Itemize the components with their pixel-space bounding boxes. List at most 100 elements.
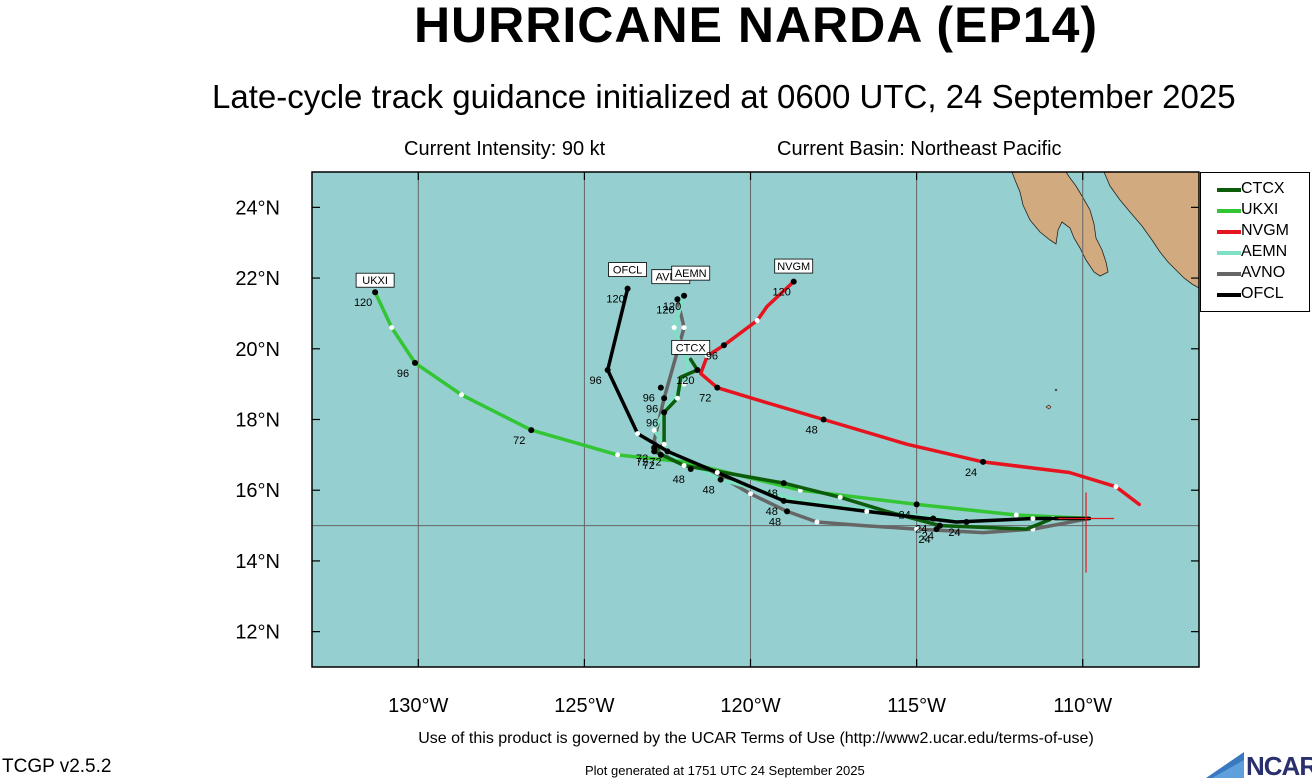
lon-tick-label: 130°W bbox=[388, 695, 448, 717]
forecast-hour-label: 24 bbox=[915, 524, 927, 536]
track-midpoint-ukxi bbox=[615, 452, 621, 458]
forecast-hour-label: 120 bbox=[663, 301, 681, 313]
forecast-point-nvgm bbox=[714, 384, 721, 391]
lon-tick-label: 110°W bbox=[1053, 695, 1112, 717]
track-midpoint-ofcl bbox=[1030, 516, 1036, 521]
forecast-point-ofcl bbox=[604, 367, 611, 373]
track-midpoint-ofcl bbox=[635, 431, 641, 437]
lat-tick-label: 24°N bbox=[235, 197, 280, 219]
current-basin-label: Current Basin: Northeast Pacific bbox=[777, 138, 1062, 160]
track-midpoint-aemn bbox=[651, 427, 657, 433]
legend-label: UKXI bbox=[1241, 201, 1279, 218]
track-midpoint-ofcl bbox=[864, 508, 870, 514]
model-tag-box-nvgm bbox=[774, 258, 814, 274]
forecast-hour-label: 96 bbox=[643, 393, 655, 405]
forecast-point-avno bbox=[674, 296, 681, 303]
model-tag-ofcl: OFCL bbox=[613, 265, 642, 277]
legend-label: AVNO bbox=[1241, 264, 1286, 281]
forecast-point-avno bbox=[661, 395, 668, 402]
forecast-hour-label: 96 bbox=[397, 368, 409, 380]
track-midpoint-avno bbox=[748, 491, 754, 497]
track-midpoint-ctcx bbox=[837, 494, 843, 500]
model-tag-ukxi: UKXI bbox=[362, 275, 388, 287]
track-midpoint-ctcx bbox=[661, 441, 667, 447]
forecast-point-aemn bbox=[681, 292, 688, 299]
lat-tick-label: 16°N bbox=[235, 480, 280, 502]
model-tag-box-ctcx bbox=[671, 339, 711, 355]
version-label: TCGP v2.5.2 bbox=[2, 756, 112, 777]
track-midpoint-ukxi bbox=[458, 392, 464, 398]
forecast-point-ukxi bbox=[687, 466, 694, 472]
forecast-hour-label: 72 bbox=[699, 393, 711, 405]
forecast-hour-label: 48 bbox=[766, 488, 778, 500]
forecast-hour-label: 72 bbox=[513, 435, 525, 447]
model-tag-box-aemn bbox=[671, 265, 711, 281]
track-midpoint-ctcx bbox=[674, 395, 680, 401]
forecast-point-ofcl bbox=[780, 497, 787, 504]
lon-tick-label: 120°W bbox=[720, 695, 780, 717]
forecast-hour-label: 96 bbox=[646, 417, 658, 429]
forecast-hour-label: 24 bbox=[965, 467, 977, 479]
legend-label: OFCL bbox=[1241, 285, 1284, 302]
forecast-hour-label: 72 bbox=[636, 456, 648, 468]
forecast-point-ctcx bbox=[936, 522, 943, 529]
forecast-hour-label: 120 bbox=[354, 297, 372, 309]
generated-timestamp: Plot generated at 1751 UTC 24 September … bbox=[585, 763, 865, 778]
legend-item-ctcx: CTCX bbox=[1215, 179, 1311, 201]
forecast-point-ctcx bbox=[651, 448, 658, 455]
lat-tick-label: 22°N bbox=[235, 268, 280, 290]
model-tag-box-ofcl bbox=[608, 262, 647, 278]
forecast-hour-label: 72 bbox=[643, 460, 655, 472]
forecast-hour-label: 48 bbox=[769, 516, 781, 528]
forecast-point-ofcl bbox=[664, 448, 671, 455]
current-position-marker bbox=[1058, 492, 1115, 573]
forecast-point-nvgm bbox=[820, 416, 827, 423]
track-line-ofcl bbox=[605, 286, 1092, 524]
track-midpoint-aemn bbox=[681, 381, 687, 387]
legend-item-aemn: AEMN bbox=[1215, 242, 1311, 264]
track-midpoint-ofcl bbox=[714, 470, 720, 476]
forecast-point-aemn bbox=[717, 476, 724, 483]
forecast-hour-label: 48 bbox=[805, 425, 817, 437]
model-tracks: 24487296120AVNO24487296120AEMN2448729612… bbox=[354, 258, 1141, 546]
forecast-point-aemn bbox=[657, 384, 664, 391]
map-title: HURRICANE NARDA (EP14) bbox=[413, 0, 1099, 53]
forecast-hour-label: 120 bbox=[606, 294, 624, 306]
track-midpoint-ctcx bbox=[681, 462, 687, 468]
forecast-hour-label: 120 bbox=[656, 304, 674, 316]
current-intensity-label: Current Intensity: 90 kt bbox=[404, 138, 606, 160]
revillagigedo-island bbox=[1045, 404, 1052, 410]
forecast-point-ukxi bbox=[913, 501, 920, 508]
forecast-point-ukxi bbox=[528, 427, 535, 434]
legend-swatch bbox=[1217, 230, 1241, 234]
forecast-hour-label: 96 bbox=[706, 350, 718, 362]
legend-label: CTCX bbox=[1241, 180, 1285, 197]
forecast-hour-label: 96 bbox=[646, 403, 658, 415]
track-midpoint-aemn bbox=[671, 325, 677, 331]
forecast-point-ctcx bbox=[694, 367, 701, 373]
legend-item-nvgm: NVGM bbox=[1215, 221, 1311, 243]
legend-swatch bbox=[1217, 293, 1241, 297]
forecast-point-nvgm bbox=[980, 458, 987, 465]
forecast-hour-label: 24 bbox=[918, 534, 930, 546]
legend-item-ofcl: OFCL bbox=[1215, 284, 1311, 306]
forecast-point-ofcl bbox=[930, 515, 937, 522]
ncar-logo-icon bbox=[1206, 752, 1244, 778]
forecast-point-aemn bbox=[963, 519, 970, 526]
lat-tick-label: 20°N bbox=[235, 339, 280, 361]
forecast-hour-label: 24 bbox=[922, 531, 934, 543]
legend-label: AEMN bbox=[1241, 243, 1288, 260]
ncar-logo-text: NCAR bbox=[1246, 751, 1312, 781]
track-midpoint-avno bbox=[914, 526, 920, 532]
model-tag-aemn: AEMN bbox=[675, 268, 707, 280]
ocean-area bbox=[312, 172, 1199, 667]
lat-tick-label: 18°N bbox=[235, 410, 280, 432]
forecast-hour-label: 72 bbox=[636, 453, 648, 465]
model-tag-nvgm: NVGM bbox=[777, 261, 810, 273]
legend-swatch bbox=[1217, 209, 1241, 213]
forecast-hour-label: 96 bbox=[590, 375, 602, 387]
map-subtitle: Late-cycle track guidance initialized at… bbox=[212, 78, 1236, 115]
legend-swatch bbox=[1217, 188, 1241, 192]
lat-tick-label: 14°N bbox=[235, 551, 280, 573]
